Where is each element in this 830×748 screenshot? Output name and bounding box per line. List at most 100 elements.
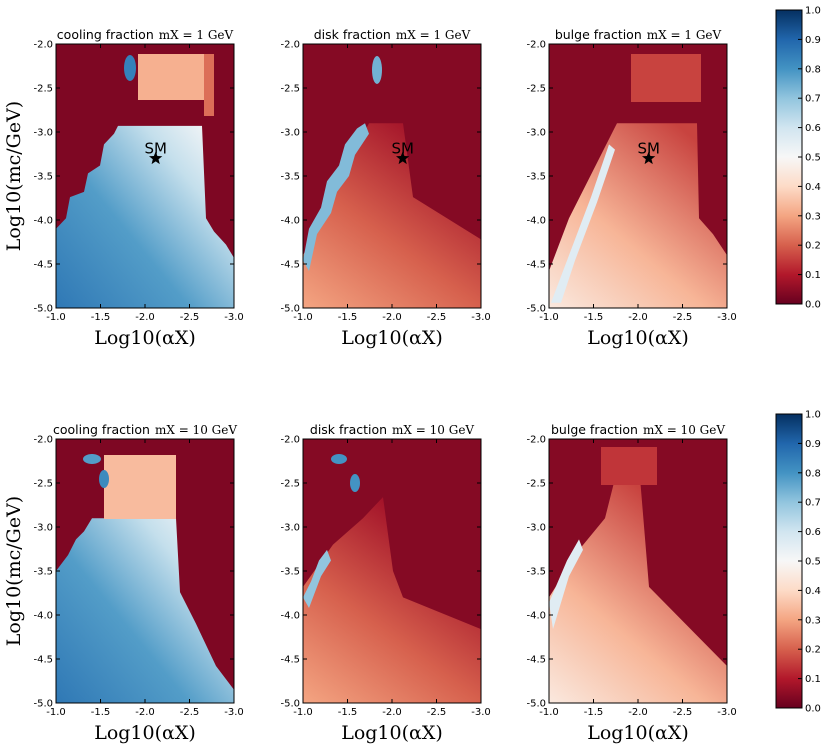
x-tick-label: -1.5	[584, 707, 604, 718]
x-tick-label: -1.0	[293, 312, 313, 323]
colorbar-tick-label: 0.2	[805, 241, 821, 252]
colorbar-tick-label: 0.9	[805, 35, 821, 46]
y-tick-label: -2.5	[526, 479, 546, 490]
x-tick-label: -2.0	[382, 707, 402, 718]
panel-title: cooling fraction mX = 1 GeV	[57, 27, 234, 42]
y-tick-label: -3.5	[526, 172, 546, 183]
heatmap-region-high	[303, 549, 331, 608]
y-tick-label: -3.0	[526, 128, 546, 139]
panel-title: disk fraction mX = 10 GeV	[310, 422, 475, 437]
heatmap-bulge	[549, 439, 727, 703]
x-tick-label: -2.0	[135, 707, 155, 718]
y-tick-label: -2.5	[526, 84, 546, 95]
y-tick-label: -4.0	[526, 216, 546, 227]
y-tick-label: -3.0	[280, 128, 300, 139]
x-tick-label: -1.0	[46, 312, 66, 323]
y-tick-label: -3.5	[33, 567, 53, 578]
colorbar-tick-label: 0.0	[805, 300, 821, 311]
panel-title: cooling fraction mX = 10 GeV	[53, 422, 237, 437]
heatmap-cooling	[56, 439, 234, 703]
heatmap-disk	[303, 44, 481, 308]
sm-star-marker	[149, 151, 163, 165]
y-tick-label: -2.5	[280, 479, 300, 490]
colorbar-tick-label: 0.8	[805, 64, 821, 75]
heatmap-region-mid	[549, 123, 727, 308]
heatmap-region-peak	[124, 55, 136, 81]
panel-disk-row1: -1.0 -1.5 -2.0 -2.5 -3.0 -2.0 -2.5 -3.0 -3.5 -4.0…	[280, 27, 490, 349]
y-tick-label: -4.5	[280, 260, 300, 271]
y-tick-label: -4.5	[526, 260, 546, 271]
y-tick-label: -2.5	[33, 84, 53, 95]
heatmap-cooling	[56, 44, 234, 308]
panel-disk-row2: -1.0 -1.5 -2.0 -2.5 -3.0 -2.0 -2.5 -3.0 -3.5 -4.0…	[280, 422, 490, 744]
panel-bulge-row2: -1.0 -1.5 -2.0 -2.5 -3.0 -2.0 -2.5 -3.0 -3.5 -4.0…	[526, 422, 736, 744]
colorbar-tick-label: 0.4	[805, 182, 821, 193]
y-tick-label: -5.0	[526, 304, 546, 315]
colorbar-tick-label: 0.5	[805, 153, 821, 164]
x-tick-label: -2.0	[382, 312, 402, 323]
y-tick-label: -2.5	[33, 479, 53, 490]
y-tick-label: -4.0	[526, 611, 546, 622]
x-tick-label: -2.5	[673, 312, 693, 323]
sm-star-marker	[396, 151, 410, 165]
y-tick-label: -4.0	[33, 611, 53, 622]
sm-annotation-label: SM	[391, 139, 413, 157]
heatmap-region-peak	[83, 454, 101, 464]
heatmap-region-low-mid	[204, 54, 214, 116]
y-tick-label: -4.5	[526, 655, 546, 666]
y-tick-label: -4.5	[33, 260, 53, 271]
x-tick-label: -1.0	[539, 707, 559, 718]
colorbar-tick-label: 0.7	[805, 498, 821, 509]
x-tick-label: -1.5	[584, 312, 604, 323]
panel-title: disk fraction mX = 1 GeV	[314, 27, 471, 42]
heatmap-region-peak	[331, 454, 347, 464]
colorbar-2: 0.0 0.1 0.2 0.3 0.4 0.5 0.6 0.7 0.8 0.9 1.0	[775, 410, 821, 715]
heatmap-region-high	[303, 123, 369, 272]
panel-title-mass: mX = 10 GeV	[392, 423, 474, 437]
colorbar-gradient	[775, 413, 803, 709]
x-axis-label: Log10(αX)	[587, 722, 689, 744]
heatmap-region-mid	[549, 465, 727, 703]
x-axis-label: Log10(αX)	[341, 722, 443, 744]
x-tick-label: -1.0	[539, 312, 559, 323]
x-tick-label: -3.0	[471, 707, 491, 718]
y-tick-label: -4.5	[33, 655, 53, 666]
x-axis-label: Log10(αX)	[341, 327, 443, 349]
y-tick-label: -3.5	[280, 567, 300, 578]
panel-title-text: disk fraction	[310, 422, 387, 437]
y-tick-label: -2.5	[280, 84, 300, 95]
heatmap-region-high	[56, 125, 234, 308]
heatmap-region-peak	[350, 474, 360, 492]
colorbar-tick-label: 0.0	[805, 704, 821, 715]
y-tick-label: -3.0	[280, 523, 300, 534]
colorbar-tick-label: 0.8	[805, 468, 821, 479]
y-tick-label: -3.0	[526, 523, 546, 534]
colorbar-tick-label: 1.0	[805, 6, 821, 17]
colorbar-tick-label: 0.3	[805, 615, 821, 626]
y-axis-label: Log10(mc/GeV)	[3, 496, 25, 646]
colorbar-tick-label: 0.6	[805, 527, 821, 538]
panel-title-text: bulge fraction	[555, 27, 642, 42]
panel-title-text: cooling fraction	[57, 27, 154, 42]
x-tick-label: -2.0	[628, 312, 648, 323]
y-tick-label: -4.0	[280, 216, 300, 227]
x-tick-label: -1.0	[46, 707, 66, 718]
x-tick-label: -2.5	[673, 707, 693, 718]
y-tick-label: -5.0	[33, 304, 53, 315]
sm-star-marker	[642, 151, 656, 165]
panel-title-mass: mX = 1 GeV	[159, 28, 234, 42]
y-axis-label: Log10(mc/GeV)	[3, 101, 25, 251]
y-tick-label: -2.0	[33, 435, 53, 446]
y-tick-label: -3.5	[33, 172, 53, 183]
x-tick-label: -3.0	[471, 312, 491, 323]
sm-annotation-label: SM	[637, 139, 659, 157]
y-tick-label: -3.0	[33, 128, 53, 139]
x-tick-label: -2.0	[628, 707, 648, 718]
y-tick-label: -2.0	[526, 435, 546, 446]
y-tick-label: -3.5	[526, 567, 546, 578]
x-tick-label: -1.0	[293, 707, 313, 718]
y-tick-label: -5.0	[33, 699, 53, 710]
colorbar-tick-label: 0.1	[805, 674, 821, 685]
colorbar-tick-label: 0.4	[805, 586, 821, 597]
